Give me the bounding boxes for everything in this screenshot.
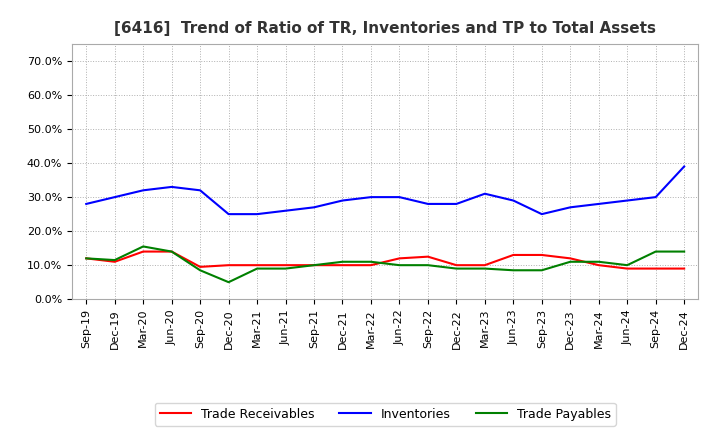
Inventories <box>139 188 148 193</box>
Trade Receivables <box>139 249 148 254</box>
Inventories <box>423 201 432 206</box>
Line: Inventories: Inventories <box>86 166 684 214</box>
Inventories <box>480 191 489 196</box>
Inventories <box>338 198 347 203</box>
Trade Receivables <box>282 263 290 268</box>
Trade Payables <box>196 268 204 273</box>
Inventories <box>652 194 660 200</box>
Trade Payables <box>680 249 688 254</box>
Inventories <box>680 164 688 169</box>
Trade Receivables <box>452 263 461 268</box>
Trade Payables <box>282 266 290 271</box>
Trade Payables <box>623 263 631 268</box>
Trade Payables <box>139 244 148 249</box>
Inventories <box>167 184 176 190</box>
Trade Receivables <box>537 252 546 257</box>
Trade Payables <box>225 279 233 285</box>
Trade Payables <box>395 263 404 268</box>
Trade Receivables <box>680 266 688 271</box>
Trade Payables <box>338 259 347 264</box>
Trade Payables <box>423 263 432 268</box>
Trade Receivables <box>225 263 233 268</box>
Inventories <box>110 194 119 200</box>
Trade Payables <box>480 266 489 271</box>
Inventories <box>537 212 546 217</box>
Trade Receivables <box>566 256 575 261</box>
Inventories <box>395 194 404 200</box>
Trade Payables <box>310 263 318 268</box>
Trade Payables <box>110 257 119 263</box>
Line: Trade Payables: Trade Payables <box>86 246 684 282</box>
Inventories <box>566 205 575 210</box>
Trade Receivables <box>167 249 176 254</box>
Inventories <box>196 188 204 193</box>
Trade Receivables <box>480 263 489 268</box>
Inventories <box>366 194 375 200</box>
Trade Receivables <box>509 252 518 257</box>
Trade Receivables <box>196 264 204 270</box>
Inventories <box>225 212 233 217</box>
Trade Payables <box>537 268 546 273</box>
Trade Receivables <box>110 259 119 264</box>
Trade Receivables <box>595 263 603 268</box>
Trade Receivables <box>652 266 660 271</box>
Title: [6416]  Trend of Ratio of TR, Inventories and TP to Total Assets: [6416] Trend of Ratio of TR, Inventories… <box>114 21 656 36</box>
Trade Payables <box>566 259 575 264</box>
Inventories <box>82 201 91 206</box>
Trade Payables <box>595 259 603 264</box>
Trade Receivables <box>366 263 375 268</box>
Line: Trade Receivables: Trade Receivables <box>86 252 684 268</box>
Inventories <box>310 205 318 210</box>
Inventories <box>509 198 518 203</box>
Trade Payables <box>509 268 518 273</box>
Legend: Trade Receivables, Inventories, Trade Payables: Trade Receivables, Inventories, Trade Pa… <box>155 403 616 425</box>
Trade Receivables <box>310 263 318 268</box>
Inventories <box>282 208 290 213</box>
Trade Payables <box>652 249 660 254</box>
Trade Receivables <box>253 263 261 268</box>
Trade Payables <box>167 249 176 254</box>
Trade Receivables <box>338 263 347 268</box>
Trade Receivables <box>82 256 91 261</box>
Trade Receivables <box>623 266 631 271</box>
Inventories <box>452 201 461 206</box>
Inventories <box>595 201 603 206</box>
Trade Receivables <box>395 256 404 261</box>
Trade Payables <box>452 266 461 271</box>
Trade Payables <box>82 256 91 261</box>
Trade Payables <box>253 266 261 271</box>
Inventories <box>623 198 631 203</box>
Trade Receivables <box>423 254 432 259</box>
Inventories <box>253 212 261 217</box>
Trade Payables <box>366 259 375 264</box>
